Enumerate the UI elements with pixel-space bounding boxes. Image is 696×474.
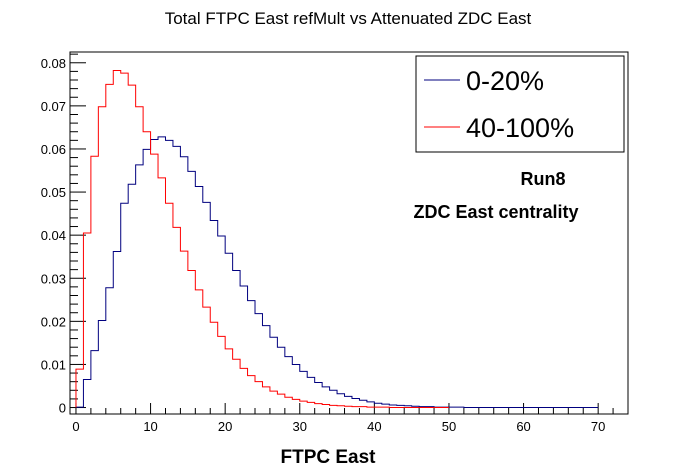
x-tick-label: 40 bbox=[367, 419, 381, 434]
histogram-bin bbox=[195, 290, 202, 408]
histogram-bin bbox=[158, 178, 165, 408]
histogram-bin bbox=[307, 377, 314, 407]
histogram-bin bbox=[218, 336, 225, 407]
histogram-bin bbox=[128, 184, 135, 407]
histogram-bin bbox=[225, 253, 232, 407]
histogram-bin bbox=[210, 322, 217, 407]
y-tick-label: 0.03 bbox=[41, 271, 66, 286]
histogram-bin bbox=[255, 314, 262, 408]
histogram-bin bbox=[165, 203, 172, 407]
histogram-bin bbox=[188, 171, 195, 407]
histogram-bin bbox=[151, 154, 158, 407]
histogram-bin bbox=[195, 186, 202, 407]
x-tick-label: 10 bbox=[143, 419, 157, 434]
y-tick-label: 0.04 bbox=[41, 228, 66, 243]
histogram-bin bbox=[143, 149, 150, 407]
x-axis: 0 10 20 30 40 50 60 70 bbox=[72, 403, 614, 434]
histogram-bin bbox=[233, 359, 240, 407]
histogram-bin bbox=[210, 221, 217, 408]
histogram-bin bbox=[113, 252, 120, 408]
histogram-bin bbox=[255, 382, 262, 408]
legend: 0-20% 40-100% bbox=[415, 55, 625, 153]
x-tick-label: 50 bbox=[442, 419, 456, 434]
histogram-bin bbox=[248, 376, 255, 408]
histogram-bin bbox=[270, 337, 277, 407]
histogram-bin bbox=[277, 347, 284, 407]
series-40-100- bbox=[75, 70, 449, 409]
histogram-bin bbox=[180, 251, 187, 407]
histogram-bin bbox=[113, 71, 120, 408]
histogram-bin bbox=[203, 307, 210, 407]
series-layer bbox=[75, 70, 599, 409]
y-tick-label: 0.08 bbox=[41, 56, 66, 71]
histogram-bin bbox=[300, 401, 307, 407]
legend-label-0-20: 0-20% bbox=[466, 66, 544, 96]
histogram-bin bbox=[188, 270, 195, 407]
histogram-bin bbox=[180, 157, 187, 408]
histogram-bin bbox=[83, 233, 90, 408]
histogram-bin bbox=[248, 301, 255, 408]
histogram-bin bbox=[143, 132, 150, 408]
chart-title: Total FTPC East refMult vs Attenuated ZD… bbox=[165, 9, 532, 28]
x-tick-label: 30 bbox=[293, 419, 307, 434]
histogram-bin bbox=[165, 140, 172, 407]
histogram-bin bbox=[307, 402, 314, 407]
series-line bbox=[75, 70, 449, 409]
histogram-bin bbox=[136, 107, 143, 408]
histogram-bin bbox=[277, 394, 284, 407]
histogram-bin bbox=[285, 397, 292, 407]
histogram-bin bbox=[173, 227, 180, 407]
histogram-bin bbox=[91, 156, 98, 407]
y-tick-label: 0.05 bbox=[41, 185, 66, 200]
histogram-bin bbox=[262, 387, 269, 408]
histogram-bin bbox=[173, 146, 180, 407]
series-line bbox=[75, 136, 599, 409]
histogram-bin bbox=[292, 399, 299, 407]
histogram-bin bbox=[203, 202, 210, 407]
histogram-bin bbox=[240, 368, 247, 407]
legend-label-40-100: 40-100% bbox=[466, 113, 574, 143]
histogram-bin bbox=[262, 326, 269, 408]
histogram-bin bbox=[83, 380, 90, 408]
histogram-bin bbox=[136, 165, 143, 408]
x-tick-label: 20 bbox=[218, 419, 232, 434]
annotation-zdc-centrality: ZDC East centrality bbox=[413, 202, 578, 222]
x-axis-label: FTPC East bbox=[280, 447, 376, 468]
histogram-bin bbox=[151, 139, 158, 407]
histogram-bin bbox=[292, 364, 299, 407]
histogram-bin bbox=[240, 286, 247, 408]
histogram-bin bbox=[285, 357, 292, 408]
plot-frame bbox=[69, 51, 629, 415]
histogram-bin bbox=[98, 107, 105, 408]
histogram-bin bbox=[91, 351, 98, 408]
annotation-run8: Run8 bbox=[521, 169, 566, 189]
x-tick-label: 0 bbox=[72, 419, 79, 434]
x-tick-label: 60 bbox=[516, 419, 530, 434]
histogram-bin bbox=[121, 203, 128, 407]
y-tick-label: 0 bbox=[59, 401, 66, 416]
y-tick-label: 0.01 bbox=[41, 357, 66, 372]
legend-box bbox=[415, 55, 625, 153]
histogram-bin bbox=[300, 371, 307, 407]
histogram-bin bbox=[128, 85, 135, 407]
histogram-bin bbox=[225, 349, 232, 408]
histogram-bin bbox=[315, 404, 322, 408]
y-tick-label: 0.07 bbox=[41, 99, 66, 114]
histogram-bin bbox=[218, 236, 225, 408]
histogram-bin bbox=[121, 73, 128, 407]
histogram-bin bbox=[76, 369, 83, 407]
x-tick-label: 70 bbox=[591, 419, 605, 434]
y-tick-label: 0.06 bbox=[41, 142, 66, 157]
y-tick-label: 0.02 bbox=[41, 314, 66, 329]
y-axis: 0 0.01 0.02 0.03 0.04 0.05 0.06 0.07 0.08 bbox=[41, 53, 86, 416]
histogram-bin bbox=[106, 288, 113, 408]
histogram-bin bbox=[233, 270, 240, 407]
histogram-bin bbox=[98, 320, 105, 407]
series-0-20- bbox=[75, 136, 599, 409]
histogram-bin bbox=[270, 391, 277, 407]
histogram-bin bbox=[106, 84, 113, 407]
